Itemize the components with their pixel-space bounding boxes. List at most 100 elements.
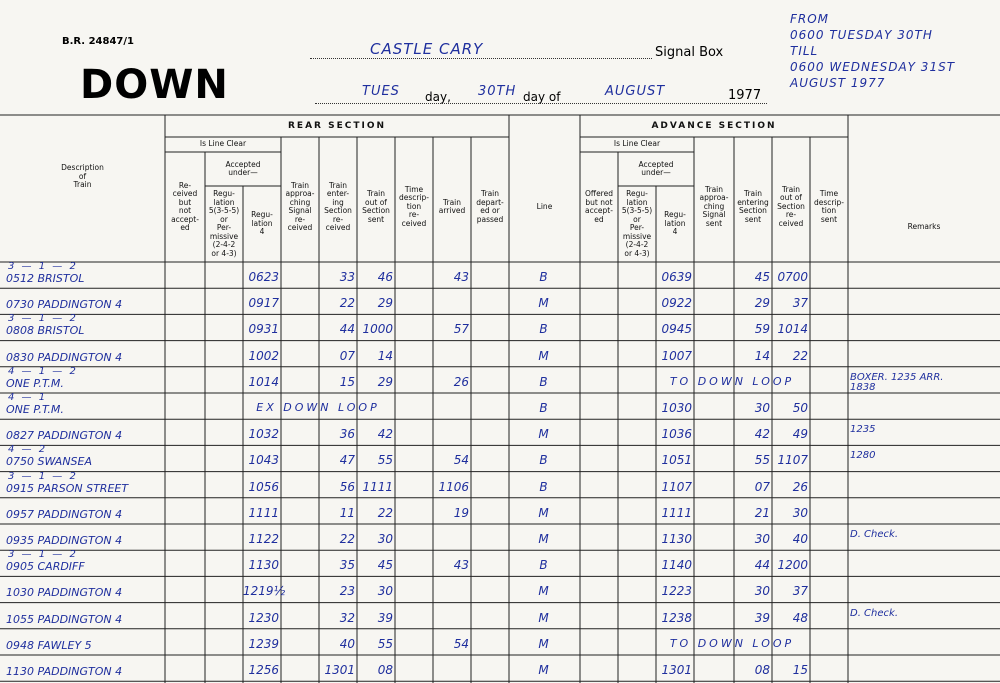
line: B: [539, 479, 548, 494]
column-header: Time descrip- tion sent: [813, 189, 845, 224]
train-description: 0808 BRISTOL: [6, 324, 85, 338]
train-description: 0915 PARSON STREET: [6, 481, 129, 495]
arrived: 57: [453, 322, 469, 337]
arrived: 43: [453, 270, 469, 284]
adv-out: 37: [792, 296, 808, 311]
rear-out: 55: [377, 453, 393, 468]
adv-reg4: 1130: [661, 532, 692, 546]
signal-box-name: CASTLE CARY: [370, 40, 484, 58]
rear-reg4: 1043: [248, 453, 279, 468]
rear-out: 1000: [362, 322, 393, 337]
rear-out: 45: [377, 558, 393, 573]
column-header: Regu- lation 4: [251, 210, 273, 237]
rear-enter: 22: [339, 532, 355, 546]
header: Is Line Clear: [199, 139, 247, 149]
adv-reg4: 1140: [661, 558, 692, 573]
rear-out: 14: [377, 348, 393, 363]
rear-enter: 36: [339, 427, 355, 442]
section-title: ADVANCE SECTION: [651, 120, 777, 131]
period-line: AUGUST 1977: [790, 76, 886, 90]
rear-reg4: 1219½: [243, 584, 286, 599]
arrived: 26: [453, 374, 469, 389]
rear-enter: 1301: [324, 663, 355, 677]
rear-reg4: 1239: [248, 636, 279, 651]
bell-code: 3 — 1 — 2: [8, 261, 78, 272]
rear-enter: 35: [339, 558, 355, 573]
line: M: [538, 584, 549, 599]
bell-code: 4 — 1 — 2: [8, 365, 78, 377]
adv-reg4: 1007: [661, 348, 692, 363]
line: M: [538, 636, 549, 651]
remarks: D. Check.: [850, 529, 898, 540]
rear-out: 29: [377, 296, 393, 311]
period-line: 0600 TUESDAY 30TH: [790, 28, 933, 42]
line: B: [539, 401, 548, 415]
header: Remarks: [907, 221, 941, 231]
column-header: Train approa- ching Signal sent: [699, 184, 729, 228]
remarks: 1235: [850, 424, 876, 436]
year: 1977: [728, 88, 762, 103]
rear-enter: 56: [339, 479, 355, 494]
direction: DOWN: [80, 62, 229, 108]
adv-enter: 45: [754, 270, 770, 284]
column-header: Train entering Section sent: [737, 189, 769, 224]
adv-out: 50: [792, 401, 808, 415]
column-header: Offered but not accept- ed: [585, 189, 613, 224]
adv-enter: 59: [754, 322, 770, 337]
period-line: FROM: [790, 12, 830, 26]
rear-out: 46: [377, 270, 393, 284]
adv-reg4: 0639: [661, 270, 692, 284]
period-line: TILL: [790, 44, 819, 58]
rear-enter: 40: [339, 636, 355, 651]
adv-reg4: 1051: [661, 453, 692, 468]
line: M: [538, 427, 549, 442]
column-header: Train approa- ching Signal re- ceived: [285, 180, 315, 232]
adv-out: 26: [792, 479, 808, 494]
rear-reg4: 1111: [248, 505, 279, 520]
adv-reg4: 1107: [661, 479, 692, 494]
header: Accepted under—: [638, 159, 674, 177]
rear-reg4: 1002: [248, 348, 279, 363]
adv-out: 48: [792, 610, 808, 625]
train-description: ONE P.T.M.: [6, 376, 64, 390]
dotted-line: [315, 103, 767, 104]
train-description: 0935 PADDINGTON 4: [6, 534, 123, 547]
day-label: day,: [425, 90, 451, 104]
adv-enter: 30: [754, 532, 770, 546]
adv-out: 1200: [777, 558, 808, 573]
adv-reg4: 1301: [661, 663, 692, 677]
line: B: [539, 322, 548, 337]
column-header: Regu- lation 4: [664, 210, 686, 237]
train-description: 1130 PADDINGTON 4: [6, 665, 123, 678]
column-header: Time descrip- tion re- ceived: [398, 184, 430, 228]
line: M: [538, 296, 549, 311]
column-header: Re- ceived but not accept- ed: [171, 180, 199, 232]
bell-code: 4 — 2: [8, 444, 48, 456]
section-title: REAR SECTION: [287, 120, 386, 131]
column-header: Regu- lation 5(3-5-5) or Per- missive (2…: [208, 189, 240, 258]
rear-enter: 22: [339, 296, 355, 311]
rear-note: EX DOWN LOOP: [256, 401, 380, 414]
adv-enter: 07: [754, 479, 770, 494]
rear-out: 55: [377, 636, 393, 651]
rear-enter: 44: [339, 322, 355, 337]
train-description: ONE P.T.M.: [6, 403, 64, 416]
rear-reg4: 1256: [248, 663, 279, 677]
rear-reg4: 1032: [248, 427, 279, 442]
adv-reg4: 1223: [661, 584, 692, 599]
day-name: TUES: [362, 84, 400, 99]
adv-reg4: 1111: [661, 505, 692, 520]
rear-out: 08: [377, 663, 393, 677]
arrived: 54: [453, 636, 469, 651]
rear-reg4: 1122: [248, 532, 279, 546]
adv-enter: 39: [754, 610, 770, 625]
adv-enter: 30: [754, 401, 770, 415]
adv-out: 49: [792, 427, 808, 442]
bell-code: 3 — 1 — 2: [8, 470, 78, 482]
rear-enter: 23: [339, 584, 355, 599]
signal-box-label: Signal Box: [655, 45, 724, 60]
arrived: 19: [453, 505, 469, 520]
rear-reg4: 1014: [248, 374, 279, 389]
train-description: 0905 CARDIFF: [6, 560, 85, 574]
